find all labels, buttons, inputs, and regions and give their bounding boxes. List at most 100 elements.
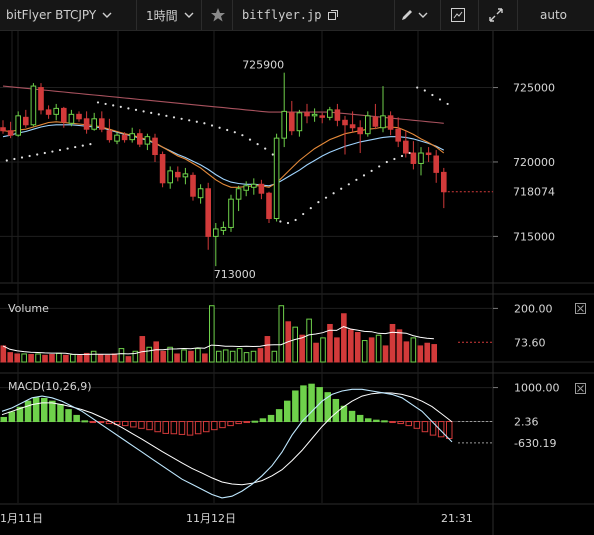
scale-mode-button[interactable]: auto bbox=[540, 0, 580, 30]
candle-body bbox=[258, 183, 265, 194]
candle-body bbox=[129, 133, 135, 141]
chevron-down-icon bbox=[102, 12, 112, 18]
macd-histogram-bar bbox=[284, 400, 291, 423]
macd-histogram-bar bbox=[65, 409, 72, 423]
candle-body bbox=[61, 107, 67, 123]
close-icon-cross bbox=[577, 305, 584, 312]
candle bbox=[53, 103, 60, 121]
candle-body bbox=[418, 152, 424, 164]
candle bbox=[190, 172, 196, 201]
candle-body bbox=[395, 128, 401, 142]
macd-value-label-0: 2.36 bbox=[514, 416, 539, 429]
symbol-selector[interactable]: bitFlyer BTCJPY bbox=[6, 0, 134, 30]
macd-close-button[interactable] bbox=[575, 383, 586, 394]
candle-body bbox=[68, 113, 75, 124]
macd-histogram-bar bbox=[373, 419, 380, 423]
candle bbox=[319, 112, 325, 124]
macd-histogram-bar bbox=[235, 421, 242, 425]
sar-dot bbox=[157, 113, 160, 116]
sar-dot bbox=[150, 111, 153, 114]
macd-pane[interactable]: MACD(10,26,9) bbox=[0, 380, 493, 499]
symbol-label: bitFlyer BTCJPY bbox=[6, 8, 97, 22]
candle-body bbox=[38, 87, 44, 111]
volume-bar bbox=[292, 326, 298, 363]
last-price-label: 718074 bbox=[513, 186, 555, 199]
volume-bar bbox=[264, 336, 271, 363]
interval-selector[interactable]: 1時間 bbox=[146, 0, 200, 30]
volume-bar bbox=[334, 337, 340, 363]
macd-value-label-1: -630.19 bbox=[514, 437, 556, 450]
chart-area[interactable]: 725900 713000 Volume MACD(10,26,9) 725000… bbox=[0, 31, 594, 535]
macd-histogram-bar bbox=[162, 421, 169, 434]
volume-bar bbox=[21, 353, 27, 363]
candle-body bbox=[319, 115, 325, 118]
indicators-button[interactable] bbox=[450, 0, 472, 30]
price-tick-label-1: 720000 bbox=[513, 156, 555, 169]
candle bbox=[38, 83, 44, 115]
candle bbox=[296, 109, 303, 137]
sar-dot bbox=[203, 122, 206, 125]
drawing-tools-button[interactable] bbox=[400, 0, 432, 30]
sar-dot bbox=[423, 89, 426, 92]
volume-bar bbox=[368, 337, 375, 363]
macd-histogram-bar bbox=[0, 416, 7, 423]
candle-body bbox=[197, 188, 204, 199]
candle bbox=[45, 105, 52, 119]
close-icon bbox=[575, 383, 586, 394]
candle-body bbox=[372, 116, 379, 127]
volume-bar bbox=[209, 305, 215, 363]
volume-bar bbox=[90, 350, 97, 363]
candle bbox=[91, 112, 98, 131]
candle-body bbox=[144, 136, 151, 145]
candle-body bbox=[182, 173, 189, 178]
candle bbox=[410, 141, 417, 170]
exchange-link[interactable]: bitflyer.jp bbox=[242, 0, 352, 30]
volume-bar bbox=[14, 353, 20, 363]
candle-body bbox=[410, 152, 417, 164]
favorite-button[interactable] bbox=[206, 0, 230, 30]
candle-body bbox=[281, 110, 287, 139]
sar-dot bbox=[104, 102, 107, 106]
candle bbox=[137, 129, 143, 148]
macd-histogram-bar bbox=[397, 421, 404, 425]
sar-dot bbox=[385, 160, 388, 164]
candle-body bbox=[220, 226, 227, 231]
sar-dot bbox=[5, 159, 8, 162]
candle bbox=[99, 111, 105, 133]
sar-dot bbox=[324, 196, 328, 199]
macd-histogram-bar bbox=[243, 421, 250, 424]
high-price-label: 725900 bbox=[242, 59, 284, 72]
candle bbox=[30, 83, 37, 127]
close-icon bbox=[575, 303, 586, 314]
volume-tick-label: 200.00 bbox=[514, 302, 553, 315]
volume-bar bbox=[354, 332, 361, 363]
volume-bar bbox=[375, 334, 382, 363]
x-tick-label-0: 1月11日 bbox=[0, 512, 43, 525]
sar-dot bbox=[20, 156, 24, 159]
volume-bar bbox=[42, 354, 48, 363]
volume-bar bbox=[424, 342, 431, 363]
volume-bar bbox=[382, 345, 389, 363]
macd-histogram-bar bbox=[130, 421, 137, 428]
ema-mid-line bbox=[2, 124, 445, 187]
candle-body bbox=[273, 137, 280, 220]
sar-dot bbox=[172, 116, 176, 119]
volume-bar bbox=[236, 348, 243, 363]
sar-dot bbox=[286, 221, 290, 225]
sar-dot bbox=[408, 151, 411, 155]
candle bbox=[425, 147, 432, 162]
volume-bar bbox=[250, 350, 257, 363]
candle-body bbox=[30, 85, 37, 126]
volume-pane[interactable]: Volume bbox=[0, 302, 493, 363]
fullscreen-button[interactable] bbox=[488, 0, 510, 30]
candle bbox=[68, 109, 75, 127]
external-link-icon bbox=[328, 10, 339, 20]
macd-histogram-bar bbox=[348, 410, 356, 423]
sar-dot bbox=[36, 153, 39, 156]
volume-close-button[interactable] bbox=[575, 303, 586, 314]
pencil-icon bbox=[402, 10, 412, 20]
sar-dot bbox=[210, 124, 214, 127]
macd-histogram-bar bbox=[227, 421, 234, 427]
candle-body bbox=[159, 154, 166, 184]
price-pane[interactable]: 725900 713000 bbox=[0, 59, 493, 281]
